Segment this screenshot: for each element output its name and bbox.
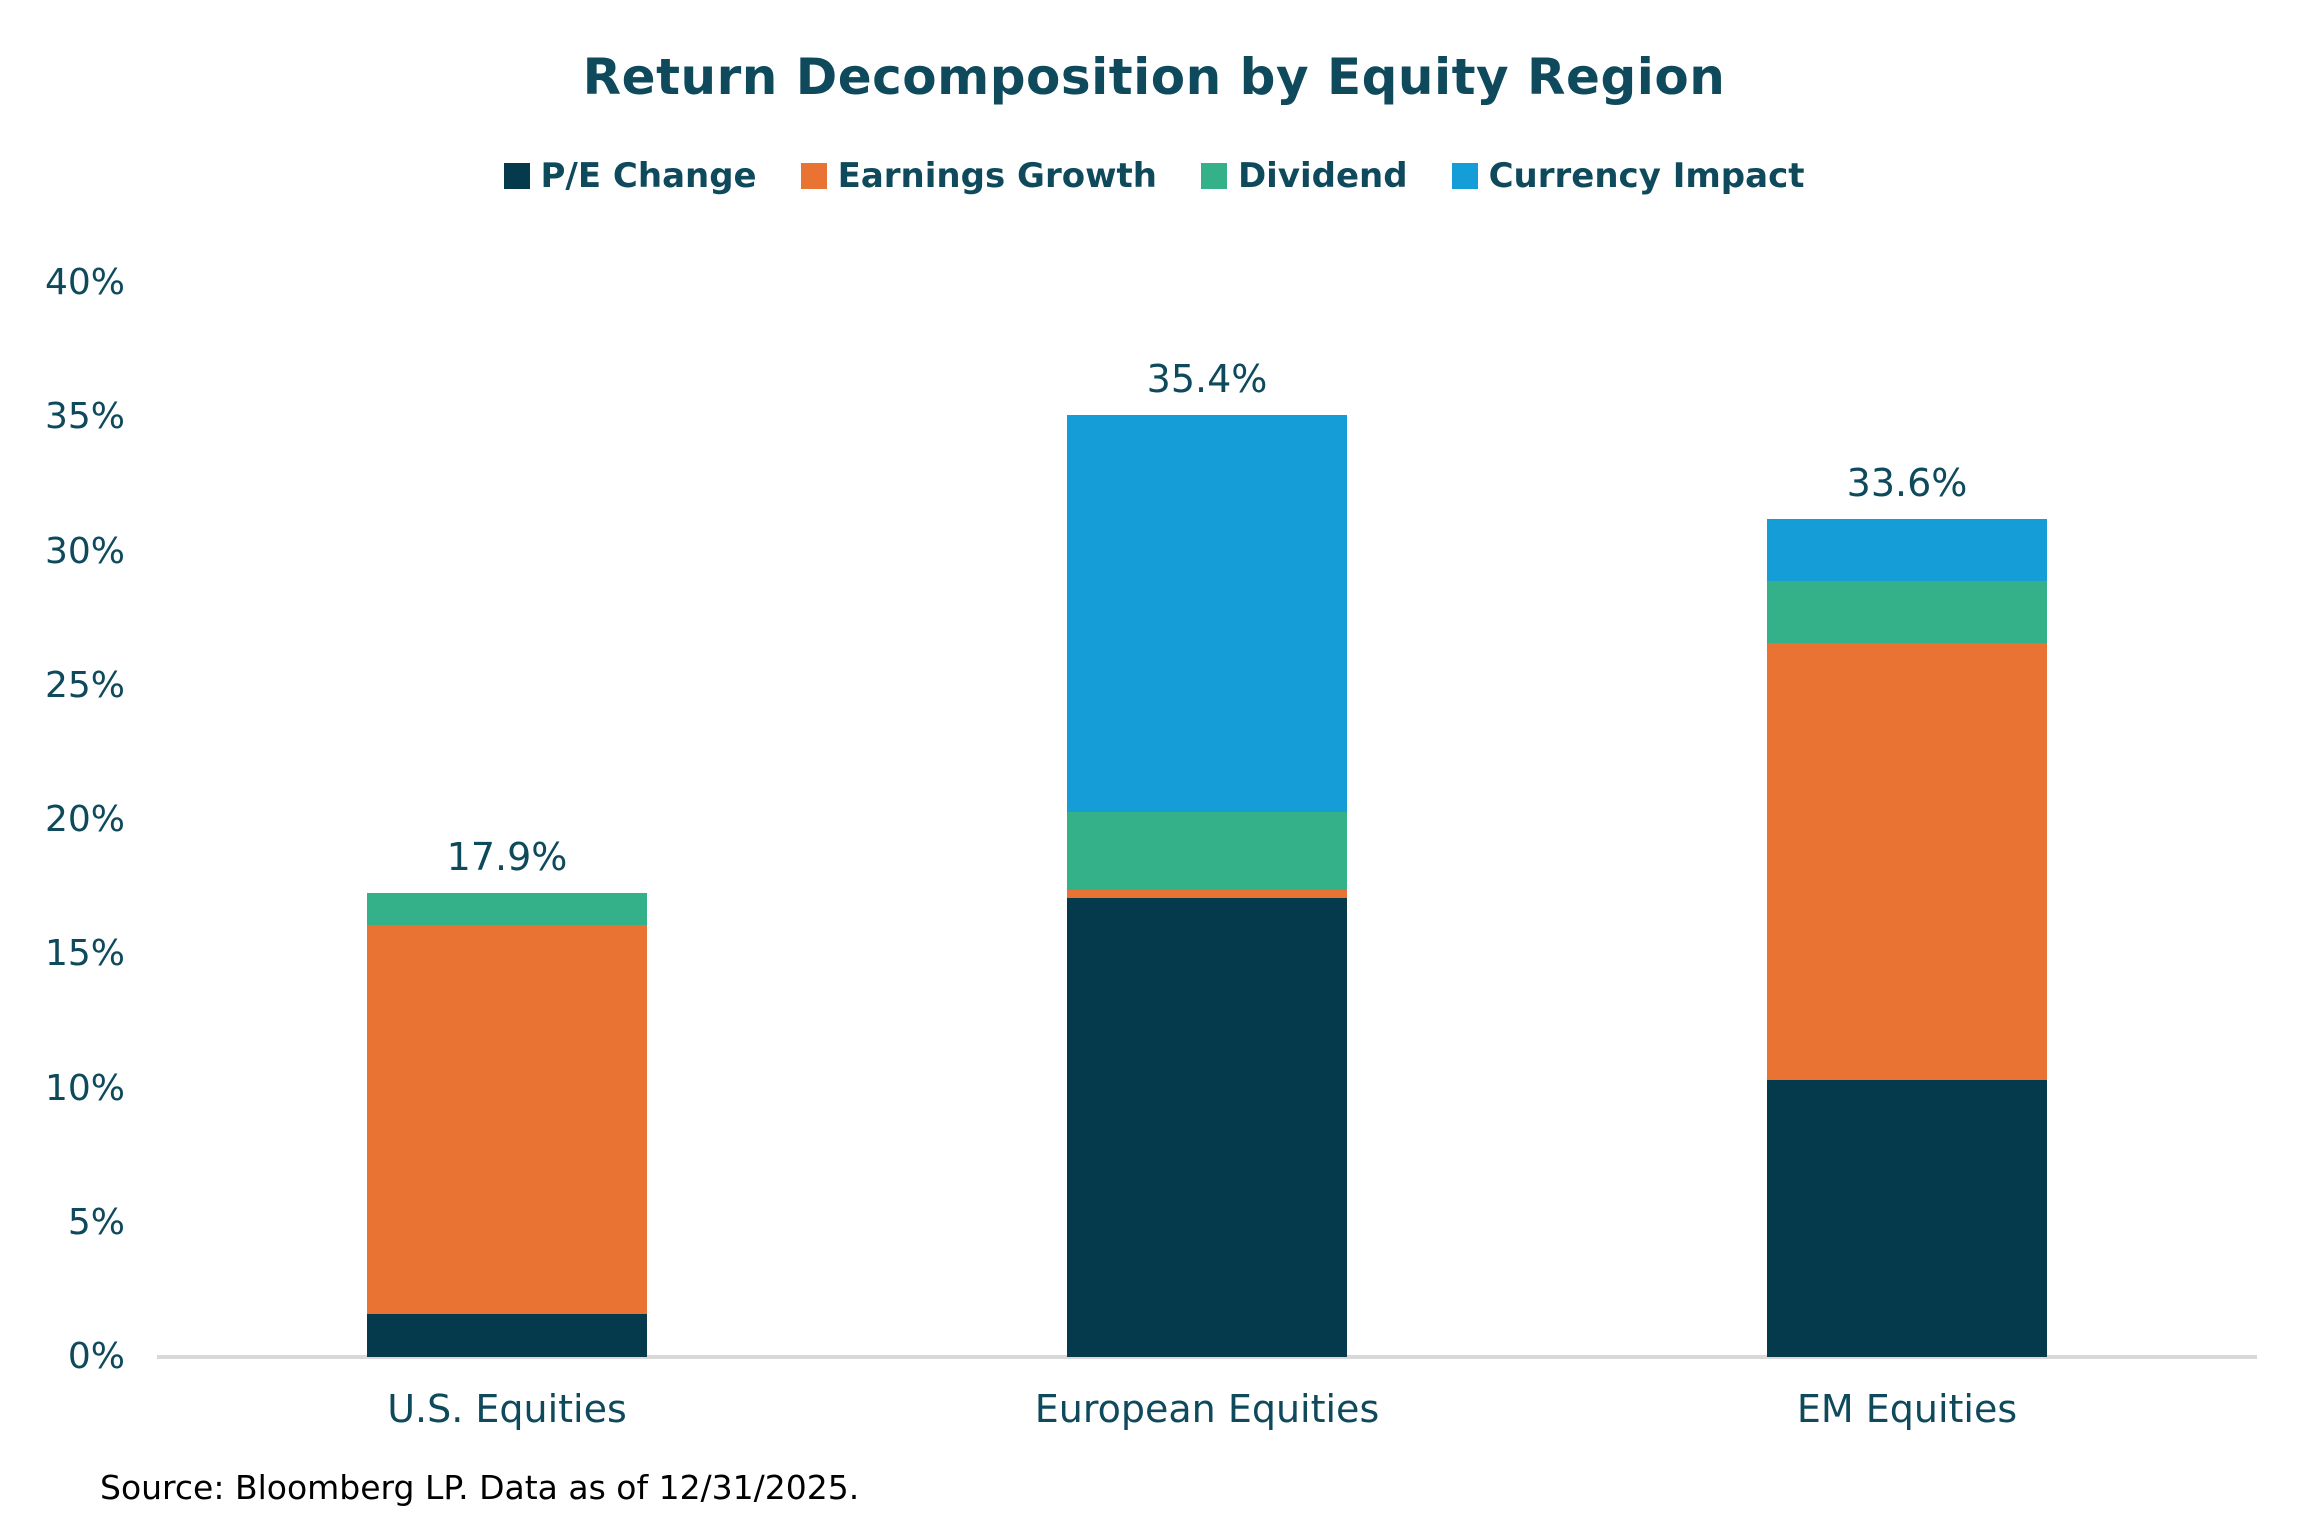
stacked-bar bbox=[1767, 519, 2047, 1357]
bar-segment-currency-impact bbox=[1067, 414, 1347, 812]
y-tick-label: 20% bbox=[44, 799, 125, 840]
bar-segment-dividend bbox=[1067, 811, 1347, 890]
y-tick-label: 15% bbox=[44, 933, 125, 975]
x-category-label: EM Equities bbox=[1796, 1387, 2018, 1431]
stacked-bar bbox=[367, 892, 647, 1357]
bar-segment-earnings-growth bbox=[1067, 889, 1347, 898]
y-tick-label: 35% bbox=[44, 396, 125, 438]
bar-total-label: 17.9% bbox=[446, 834, 568, 879]
bar-group-em-equities: 33.6% EM Equities bbox=[1557, 283, 2257, 1431]
bar-segment-p-e-change bbox=[367, 1314, 647, 1357]
bar-total-label: 35.4% bbox=[1146, 356, 1268, 401]
legend-swatch-icon bbox=[1451, 163, 1478, 189]
legend-label: Currency Impact bbox=[1488, 156, 1805, 196]
y-tick-label: 0% bbox=[67, 1336, 125, 1377]
legend-swatch-icon bbox=[1200, 163, 1227, 189]
bar-segment-earnings-growth bbox=[367, 924, 647, 1315]
bar-segment-p-e-change bbox=[1767, 1080, 2047, 1357]
bar-total-label: 33.6% bbox=[1846, 461, 1968, 506]
x-category-label: U.S. Equities bbox=[387, 1387, 627, 1431]
legend-item-earnings-growth: Earnings Growth bbox=[800, 156, 1157, 196]
bar-segment-dividend bbox=[1767, 581, 2047, 643]
y-tick-label: 10% bbox=[44, 1067, 125, 1109]
legend-swatch-icon bbox=[503, 163, 530, 189]
legend: P/E Change Earnings Growth Dividend Currenc… bbox=[0, 156, 2308, 196]
bar-segment-earnings-growth bbox=[1767, 642, 2047, 1081]
y-tick-label: 25% bbox=[44, 664, 125, 706]
y-tick-label: 5% bbox=[67, 1201, 125, 1243]
legend-item-p-e-change: P/E Change bbox=[503, 156, 757, 196]
legend-label: P/E Change bbox=[540, 156, 757, 196]
source-note: Source: Bloomberg LP. Data as of 12/31/2… bbox=[100, 1468, 860, 1507]
bar-group-european-equities: 35.4% European Equities bbox=[857, 283, 1557, 1431]
bar-group-u-s-equities: 17.9% U.S. Equities bbox=[157, 283, 857, 1431]
bar-segment-p-e-change bbox=[1067, 897, 1347, 1357]
legend-item-dividend: Dividend bbox=[1200, 156, 1408, 196]
y-tick-label: 30% bbox=[44, 530, 125, 572]
legend-label: Dividend bbox=[1237, 156, 1408, 196]
stacked-bar bbox=[1067, 414, 1347, 1357]
y-tick-label: 40% bbox=[44, 262, 125, 303]
legend-item-currency-impact: Currency Impact bbox=[1451, 156, 1805, 196]
x-category-label: European Equities bbox=[1034, 1387, 1380, 1431]
x-axis-line bbox=[157, 1355, 2257, 1359]
legend-swatch-icon bbox=[800, 163, 827, 189]
bar-segment-dividend bbox=[367, 892, 647, 925]
legend-label: Earnings Growth bbox=[837, 156, 1157, 196]
chart-title: Return Decomposition by Equity Region bbox=[582, 48, 1726, 106]
plot-area: 17.9% U.S. Equities 35.4% European Equities… bbox=[157, 283, 2257, 1431]
bar-segment-currency-impact bbox=[1767, 519, 2047, 582]
